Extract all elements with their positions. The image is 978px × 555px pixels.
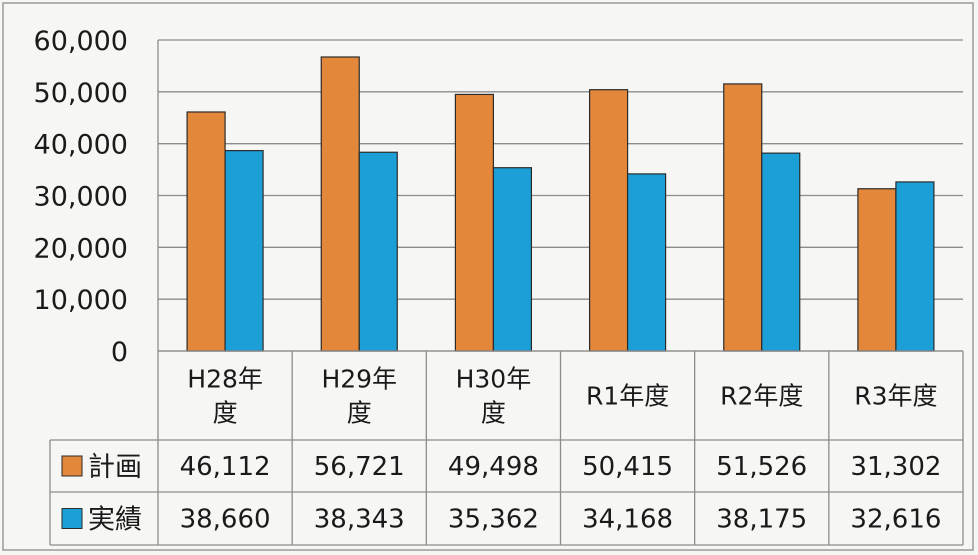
table-cell-value: 31,302 bbox=[850, 452, 941, 482]
y-tick-label: 60,000 bbox=[34, 26, 128, 57]
table-cell-value: 38,175 bbox=[716, 505, 807, 535]
y-tick-label: 10,000 bbox=[34, 285, 128, 316]
bar-実績 bbox=[224, 150, 264, 352]
bar-実績 bbox=[895, 181, 935, 352]
bar-計画 bbox=[320, 56, 360, 352]
table-cell-value: 34,168 bbox=[582, 505, 673, 535]
bar-計画 bbox=[454, 93, 495, 352]
y-tick-label: 30,000 bbox=[34, 182, 128, 213]
y-tick-label: 20,000 bbox=[34, 233, 128, 264]
legend-swatch bbox=[61, 508, 83, 529]
category-label: 度 bbox=[347, 399, 372, 428]
legend-swatch bbox=[61, 455, 83, 477]
category-label: R1年度 bbox=[586, 382, 669, 411]
bar-実績 bbox=[761, 152, 801, 352]
y-tick-label: 0 bbox=[111, 337, 128, 368]
bars bbox=[186, 56, 935, 352]
table-cell-value: 38,660 bbox=[180, 505, 271, 535]
bar-計画 bbox=[723, 83, 763, 352]
category-label: R3年度 bbox=[854, 382, 937, 411]
bar-実績 bbox=[492, 167, 533, 352]
table-cell-value: 38,343 bbox=[314, 505, 405, 535]
category-label: H29年 bbox=[321, 365, 397, 394]
bar-計画 bbox=[857, 188, 897, 352]
table-cell-value: 50,415 bbox=[582, 452, 673, 482]
category-label: 度 bbox=[213, 399, 238, 428]
table-cell-value: 56,721 bbox=[314, 452, 405, 482]
category-label: 度 bbox=[481, 399, 506, 428]
category-label: H30年 bbox=[456, 365, 532, 394]
table-cell-value: 46,112 bbox=[180, 452, 271, 482]
y-axis-tick-labels: 0 10,000 20,000 30,000 40,000 50,000 60,000 bbox=[34, 26, 128, 368]
table-cell-value: 35,362 bbox=[448, 505, 539, 535]
bar-実績 bbox=[626, 173, 667, 352]
legend-label: 計画 bbox=[88, 452, 142, 483]
legend-label: 実績 bbox=[88, 505, 142, 536]
category-label: H28年 bbox=[187, 365, 263, 394]
table-cell-value: 49,498 bbox=[448, 452, 539, 482]
table-cell-value: 51,526 bbox=[716, 452, 807, 482]
table-cell-value: 32,616 bbox=[850, 505, 941, 535]
bar-実績 bbox=[358, 151, 398, 352]
bar-計画 bbox=[186, 111, 226, 352]
y-tick-label: 40,000 bbox=[34, 130, 128, 161]
y-tick-label: 50,000 bbox=[34, 78, 128, 109]
category-label: R2年度 bbox=[720, 382, 803, 411]
bar-計画 bbox=[588, 89, 629, 352]
